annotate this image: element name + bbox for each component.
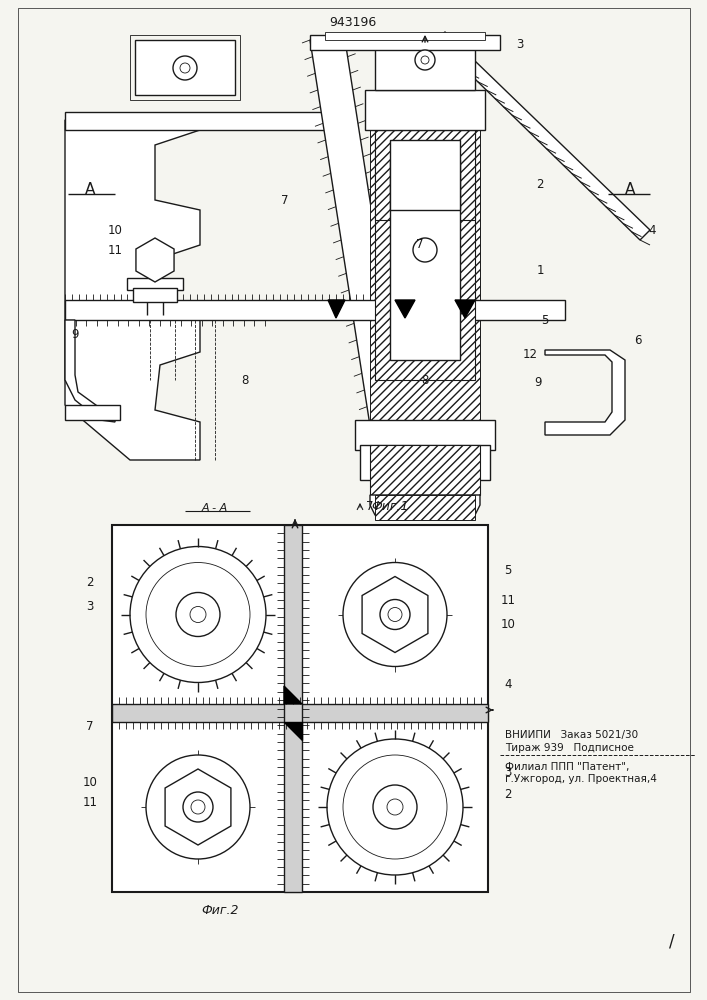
Circle shape bbox=[415, 50, 435, 70]
Bar bbox=[112, 704, 488, 722]
Polygon shape bbox=[545, 350, 625, 435]
Circle shape bbox=[413, 238, 437, 262]
Text: 7: 7 bbox=[416, 238, 423, 251]
Bar bbox=[65, 405, 120, 420]
Text: 7: 7 bbox=[86, 720, 94, 734]
Circle shape bbox=[130, 546, 266, 682]
Text: 7: 7 bbox=[366, 499, 374, 512]
Bar bbox=[127, 278, 183, 290]
Polygon shape bbox=[370, 495, 480, 520]
Text: 10: 10 bbox=[83, 776, 98, 788]
Bar bbox=[375, 130, 475, 380]
Bar bbox=[375, 130, 475, 220]
Polygon shape bbox=[455, 300, 475, 318]
Text: 11: 11 bbox=[501, 593, 515, 606]
Text: 8: 8 bbox=[241, 373, 249, 386]
Polygon shape bbox=[362, 576, 428, 652]
Circle shape bbox=[190, 606, 206, 622]
Text: 4: 4 bbox=[504, 678, 512, 692]
Text: 3: 3 bbox=[504, 766, 512, 778]
Text: 10: 10 bbox=[107, 224, 122, 236]
Text: Фиг.1: Фиг.1 bbox=[371, 500, 409, 514]
Text: А: А bbox=[85, 182, 95, 198]
Polygon shape bbox=[65, 320, 115, 422]
Text: 11: 11 bbox=[107, 243, 122, 256]
Text: 2: 2 bbox=[86, 576, 94, 588]
Circle shape bbox=[173, 56, 197, 80]
Circle shape bbox=[191, 800, 205, 814]
Text: 943196: 943196 bbox=[329, 15, 377, 28]
Bar bbox=[133, 288, 177, 302]
Circle shape bbox=[387, 799, 403, 815]
Text: 4: 4 bbox=[648, 224, 656, 236]
Bar bbox=[130, 35, 240, 100]
Text: г.Ужгород, ул. Проектная,4: г.Ужгород, ул. Проектная,4 bbox=[505, 774, 657, 784]
Circle shape bbox=[183, 792, 213, 822]
Circle shape bbox=[388, 607, 402, 621]
Text: Тираж 939   Подписное: Тираж 939 Подписное bbox=[505, 743, 634, 753]
Bar bbox=[112, 525, 488, 892]
Text: 9: 9 bbox=[71, 328, 78, 342]
Circle shape bbox=[380, 599, 410, 630]
Text: 6: 6 bbox=[634, 334, 642, 347]
Circle shape bbox=[343, 562, 447, 666]
Polygon shape bbox=[435, 32, 650, 240]
Bar bbox=[65, 300, 565, 320]
Bar bbox=[370, 130, 480, 440]
Text: 11: 11 bbox=[83, 796, 98, 810]
Bar bbox=[390, 140, 460, 210]
Polygon shape bbox=[310, 40, 415, 490]
Text: /: / bbox=[670, 933, 674, 951]
Text: 3: 3 bbox=[86, 600, 94, 613]
Circle shape bbox=[180, 63, 190, 73]
Text: 5: 5 bbox=[542, 314, 549, 326]
Text: 5: 5 bbox=[504, 564, 512, 576]
Text: 8: 8 bbox=[421, 373, 428, 386]
Bar bbox=[310, 35, 500, 50]
Text: 9: 9 bbox=[534, 375, 542, 388]
Text: Фиг.2: Фиг.2 bbox=[201, 904, 239, 916]
Circle shape bbox=[146, 562, 250, 666]
Circle shape bbox=[421, 56, 429, 64]
Circle shape bbox=[373, 785, 417, 829]
Polygon shape bbox=[65, 120, 200, 460]
Text: 2: 2 bbox=[504, 788, 512, 802]
Polygon shape bbox=[165, 769, 231, 845]
Bar bbox=[375, 495, 475, 520]
Text: 10: 10 bbox=[501, 618, 515, 632]
Bar bbox=[135, 40, 235, 95]
Text: 12: 12 bbox=[522, 349, 537, 361]
Bar bbox=[370, 445, 480, 495]
Text: 2: 2 bbox=[536, 178, 544, 192]
Bar bbox=[65, 112, 325, 130]
Text: А - А: А - А bbox=[202, 503, 228, 513]
Polygon shape bbox=[328, 300, 345, 318]
Bar bbox=[355, 420, 495, 450]
Polygon shape bbox=[284, 686, 302, 704]
Text: 7: 7 bbox=[281, 194, 288, 207]
Text: Филиал ППП "Патент",: Филиал ППП "Патент", bbox=[505, 762, 629, 772]
Bar bbox=[375, 40, 475, 90]
Bar bbox=[365, 90, 485, 130]
Polygon shape bbox=[395, 300, 415, 318]
Text: А: А bbox=[625, 182, 635, 198]
Text: 1: 1 bbox=[536, 263, 544, 276]
Polygon shape bbox=[136, 238, 174, 282]
Text: 3: 3 bbox=[516, 38, 524, 51]
Bar bbox=[360, 445, 490, 480]
Circle shape bbox=[176, 592, 220, 637]
Bar bbox=[284, 525, 302, 892]
Circle shape bbox=[343, 755, 447, 859]
Text: ВНИИПИ   Заказ 5021/30: ВНИИПИ Заказ 5021/30 bbox=[505, 730, 638, 740]
Circle shape bbox=[146, 755, 250, 859]
Circle shape bbox=[327, 739, 463, 875]
Bar bbox=[390, 160, 460, 360]
Bar bbox=[325, 32, 485, 40]
Polygon shape bbox=[284, 722, 302, 740]
